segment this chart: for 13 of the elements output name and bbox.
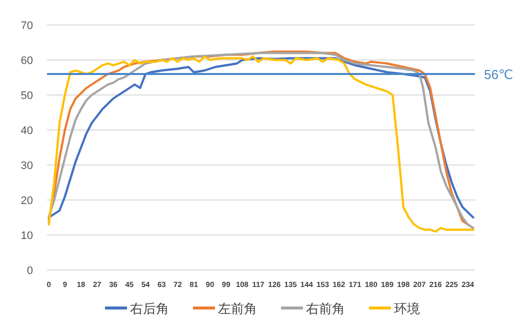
ref-line-label: 56℃ (484, 67, 514, 82)
y-tick-label: 0 (26, 265, 33, 277)
y-tick-label: 70 (20, 20, 33, 32)
legend-label: 右后角 (130, 301, 169, 316)
y-tick-label: 60 (20, 55, 33, 67)
y-tick-label: 10 (20, 230, 33, 242)
legend-label: 左前角 (218, 301, 257, 316)
y-tick-label: 40 (20, 125, 33, 137)
y-tick-label: 50 (20, 90, 33, 102)
legend-label: 右前角 (306, 301, 345, 316)
legend-label: 环境 (394, 301, 420, 316)
y-tick-label: 30 (20, 160, 33, 172)
y-tick-label: 20 (20, 195, 33, 207)
